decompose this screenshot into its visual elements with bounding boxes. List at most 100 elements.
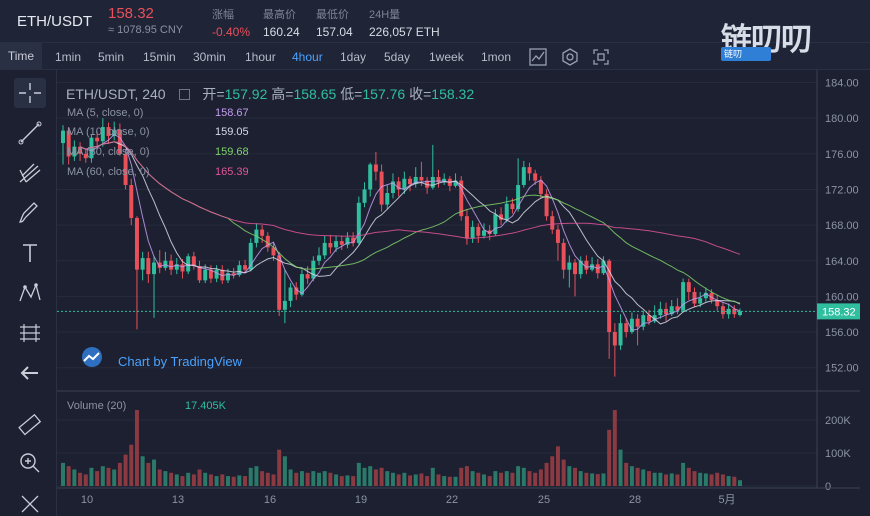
volume-bar [624, 462, 629, 486]
ma60-line [79, 141, 741, 255]
text-icon [23, 244, 37, 262]
volume-bar [390, 472, 395, 486]
candle-body [601, 260, 606, 274]
candle-body [669, 306, 674, 315]
ma30-label: MA (30, close, 0) [67, 146, 150, 158]
candle-body [470, 226, 475, 239]
volume-bar [152, 459, 157, 486]
symbol-settings-icon[interactable] [179, 89, 191, 100]
high-label: 高= [271, 86, 294, 102]
volume-bar [646, 471, 651, 486]
magnet-tool[interactable] [14, 486, 46, 516]
price-chart[interactable]: 184.00 180.00 176.00 172.00 168.00 164.00 160.… [57, 70, 870, 516]
volume-bar [146, 462, 151, 486]
volume-bar [413, 474, 418, 486]
measure-tool[interactable] [14, 318, 46, 348]
brush-tool[interactable] [14, 198, 46, 228]
candle-body [453, 180, 458, 186]
candle-body [430, 176, 435, 188]
settings-icon[interactable] [560, 47, 580, 67]
ticker-pair[interactable]: ETH/USDT [17, 13, 92, 30]
ma60-legend[interactable]: MA (60, close, 0) 165.39 [67, 166, 327, 178]
candle-body [112, 129, 117, 136]
interval-30min[interactable]: 30min [193, 50, 226, 64]
volume-bar [265, 472, 270, 486]
interval-5day[interactable]: 5day [384, 50, 411, 64]
volume-bar [197, 469, 202, 486]
candle-body [322, 242, 327, 256]
indicators-icon[interactable] [528, 47, 548, 67]
ma60-label: MA (60, close, 0) [67, 166, 150, 178]
candle-body [675, 306, 680, 311]
screenshot-icon[interactable] [591, 47, 611, 67]
text-tool[interactable] [14, 238, 46, 268]
interval-1week[interactable]: 1week [429, 50, 464, 64]
volume-bar [698, 472, 703, 486]
volume-tick-label: 200K [825, 415, 851, 427]
candle-body [66, 130, 71, 157]
interval-15min[interactable]: 15min [143, 50, 176, 64]
interval-1mon[interactable]: 1mon [481, 50, 512, 64]
candle-body [243, 265, 248, 270]
volume-legend[interactable]: Volume (20) 17.405K [67, 400, 267, 412]
time-tick-label: 16 [264, 494, 276, 506]
volume-bar [442, 476, 447, 486]
ma5-value: 158.67 [215, 107, 249, 119]
stat-low-value: 157.04 [316, 25, 353, 39]
candle-body [726, 308, 731, 315]
back-tool[interactable] [14, 358, 46, 388]
interval-1hour[interactable]: 1hour [245, 50, 276, 64]
volume-value: 17.405K [185, 400, 226, 412]
ticker-price-cny: ≈ 1078.95 CNY [108, 24, 184, 36]
interval-1min[interactable]: 1min [55, 50, 82, 64]
volume-bar [487, 476, 492, 486]
price-tick-label: 176.00 [825, 149, 859, 161]
candle-body [533, 173, 538, 181]
candle-body [641, 315, 646, 327]
candle-body [379, 171, 384, 205]
interval-4hour[interactable]: 4hour [292, 50, 323, 64]
candle-body [152, 262, 157, 275]
price-tick-label: 156.00 [825, 327, 859, 339]
candle-body [459, 180, 464, 217]
pitchfork-tool[interactable] [14, 158, 46, 188]
time-tick-label: 19 [355, 494, 367, 506]
candle-body [396, 181, 401, 190]
pitchfork-icon [19, 163, 41, 183]
trend-line-tool[interactable] [14, 118, 46, 148]
candle-body [356, 202, 361, 243]
ma5-label: MA (5, close, 0) [67, 107, 144, 119]
ruler-icon [18, 413, 42, 436]
candle-body [288, 287, 293, 301]
candle-body [698, 298, 703, 304]
candle-body [686, 282, 691, 292]
crosshair-tool[interactable] [14, 78, 46, 108]
time-button[interactable]: Time [0, 43, 42, 69]
ruler-tool[interactable] [14, 410, 46, 440]
ma10-legend[interactable]: MA (10, close, 0) 159.05 [67, 126, 327, 138]
interval-5min[interactable]: 5min [98, 50, 125, 64]
ma30-legend[interactable]: MA (30, close, 0) 159.68 [67, 146, 327, 158]
chart-symbol: ETH/USDT, 240 [66, 86, 166, 102]
volume-bar [368, 466, 373, 486]
candle-body [493, 214, 498, 235]
candle-body [180, 264, 185, 272]
ma5-legend[interactable]: MA (5, close, 0) 158.67 [67, 107, 327, 119]
volume-bar [720, 474, 725, 486]
volume-bar [464, 466, 469, 486]
measure-icon [20, 324, 40, 342]
pattern-tool[interactable] [14, 278, 46, 308]
candle-body [362, 189, 367, 203]
interval-toolbar: Time 1min 5min 15min 30min 1hour 4hour 1… [0, 42, 870, 70]
time-tick-label: 13 [172, 494, 184, 506]
candle-body [140, 258, 145, 270]
interval-1day[interactable]: 1day [340, 50, 367, 64]
zoom-tool[interactable] [14, 448, 46, 478]
volume-bar [260, 471, 265, 486]
volume-bar [191, 474, 196, 486]
candle-body [555, 229, 560, 243]
low-value: 157.76 [362, 86, 406, 102]
ma10-line [79, 141, 741, 325]
tradingview-watermark[interactable]: Chart by TradingView [118, 354, 243, 369]
ticker-price: 158.32 [108, 5, 154, 22]
